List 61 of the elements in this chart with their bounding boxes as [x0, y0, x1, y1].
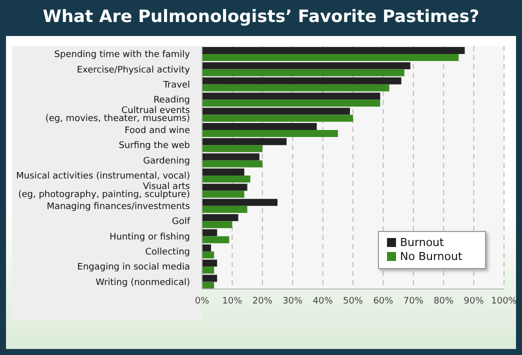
bar: [202, 206, 248, 213]
bar: [202, 236, 230, 244]
y-tick-label: Cultrual events (eg, movies, theater, museums): [45, 106, 190, 124]
bar: [202, 221, 232, 228]
bar: [202, 184, 248, 191]
y-tick-label: Spending time with the family: [54, 50, 191, 60]
bar: [202, 251, 214, 258]
bar: [202, 84, 390, 92]
x-tick-label: 100%: [491, 296, 518, 306]
y-tick-label: Hunting or fishing: [109, 232, 190, 242]
bar: [202, 100, 380, 107]
y-tick-label: Exercise/Physical activity: [76, 65, 191, 76]
bar: [202, 54, 459, 61]
y-tick-label: Surfing the web: [118, 141, 190, 152]
bar: [202, 260, 218, 267]
bar: [202, 92, 380, 100]
bar: [202, 145, 262, 152]
bar: [202, 198, 278, 206]
y-tick-label: Collecting: [145, 248, 190, 258]
bar: [202, 168, 244, 176]
bar: [202, 153, 260, 160]
bar: [202, 122, 317, 130]
x-tick-label: 60%: [373, 296, 394, 306]
bar: [202, 274, 218, 282]
x-tick-label: 40%: [312, 296, 334, 306]
bar: [202, 114, 353, 122]
bar: [202, 62, 410, 70]
chart-title: What Are Pulmonologists’ Favorite Pastimes?: [42, 6, 480, 29]
x-tick-label: 90%: [464, 296, 484, 306]
y-tick-label: Food and wine: [124, 126, 190, 136]
y-tick-label: Musical activities (instrumental, vocal): [16, 172, 190, 182]
bar: [202, 214, 238, 222]
bar: [202, 190, 244, 198]
x-tick-label: 20%: [252, 296, 273, 306]
y-tick-label: Managing finances/investments: [46, 202, 190, 212]
x-tick-label: 50%: [342, 296, 364, 306]
bar: [202, 160, 262, 168]
bar: [202, 108, 350, 115]
y-tick-label: Travel: [162, 80, 190, 90]
bar: [202, 138, 287, 146]
bar: [202, 47, 465, 54]
x-tick-label: 80%: [434, 296, 454, 306]
legend-label: No Burnout: [400, 250, 462, 263]
bar: [202, 69, 404, 76]
y-tick-label: Reading: [153, 96, 190, 106]
bar: [202, 77, 402, 84]
legend-label: Burnout: [400, 236, 444, 249]
x-tick-label: 70%: [403, 296, 424, 306]
y-tick-label: Writing (nonmedical): [96, 278, 190, 288]
bar: [202, 244, 212, 252]
y-tick-label: Engaging in social media: [77, 262, 190, 273]
x-tick-label: 0%: [194, 296, 210, 306]
y-tick-label: Golf: [172, 217, 191, 228]
bar: [202, 229, 218, 236]
x-tick-label: 10%: [222, 296, 243, 306]
bar: [202, 176, 250, 182]
x-tick-label: 30%: [282, 296, 304, 306]
bar: [202, 266, 214, 274]
y-tick-label: Visual arts (eg, photography, painting, sculpture): [18, 182, 190, 200]
bar: [202, 130, 338, 137]
y-tick-label: Gardening: [143, 156, 190, 166]
